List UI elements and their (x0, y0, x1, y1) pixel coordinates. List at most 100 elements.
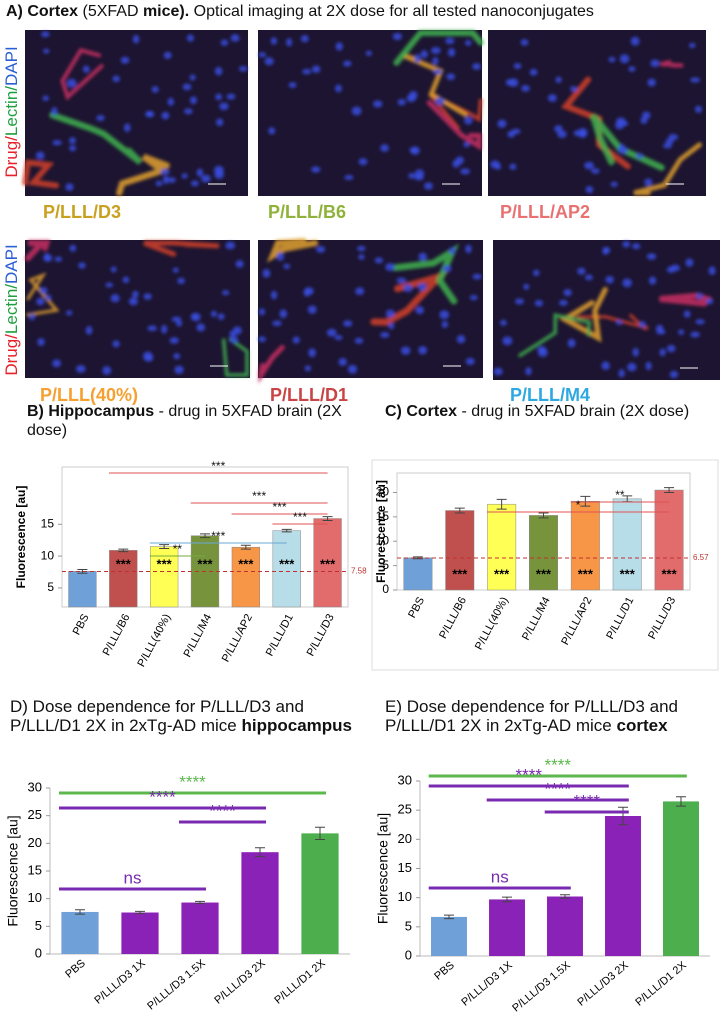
error-bar (240, 544, 251, 550)
nucleus (302, 68, 312, 75)
nucleus (292, 336, 300, 344)
nucleus (268, 127, 276, 135)
nucleus (110, 266, 117, 273)
x-tick-label: P/LLL/D3 (646, 595, 678, 641)
nucleus (258, 52, 267, 58)
nucleus (632, 243, 641, 250)
y-axis-label: Fluorescence [au] (375, 813, 391, 924)
nucleus (85, 325, 93, 335)
nucleus (505, 79, 515, 86)
nucleus (132, 290, 139, 298)
title-part: D) Dose dependence for P/LLL/D3 and P/LL… (10, 697, 304, 735)
x-tick-label: P/LLL/D1 (264, 612, 296, 658)
panel-title: E) Dose dependence for P/LLL/D3 and P/LL… (385, 697, 727, 735)
nucleus (448, 247, 456, 255)
image-label: P/LLL/M4 (510, 385, 590, 405)
nucleus (355, 287, 365, 295)
stain-part: Drug/ (2, 334, 21, 376)
stain-label: Drug/Lectin/DAPI (2, 46, 21, 177)
nucleus (638, 321, 647, 328)
vessel (60, 47, 104, 101)
nucleus (573, 130, 581, 137)
nucleus (608, 56, 616, 63)
x-tick-label: P/LLL/D1 (604, 595, 636, 641)
nucleus (418, 252, 428, 261)
error-bar (322, 516, 333, 521)
error-bar (195, 900, 205, 905)
error-bar (580, 495, 591, 507)
error-bar (159, 544, 170, 549)
bar (663, 801, 699, 956)
nucleus (358, 254, 365, 260)
y-tick-label: 10 (398, 889, 412, 904)
image-label: P/LLL/B6 (268, 202, 346, 222)
error-bar (281, 528, 292, 533)
nucleus (435, 97, 445, 106)
nucleus (196, 323, 206, 332)
nucleus (105, 282, 113, 288)
vessel (26, 272, 60, 317)
y-tick-label: 15 (398, 860, 412, 875)
x-tick-label: P/LLL/AP2 (220, 612, 255, 664)
y-tick-label: 20 (398, 831, 412, 846)
nucleus (173, 353, 181, 360)
x-tick-label: P/LLL/AP2 (559, 595, 594, 647)
reference-label: 7.58 (351, 567, 367, 576)
nucleus (678, 329, 685, 335)
significance-label: **** (545, 755, 572, 774)
nucleus (181, 173, 188, 179)
nucleus (555, 76, 562, 84)
nucleus (163, 51, 172, 60)
nucleus (335, 42, 343, 51)
nucleus (441, 320, 449, 329)
error-bar (502, 896, 512, 903)
nucleus (112, 340, 120, 348)
micrograph (25, 240, 250, 378)
nucleus (694, 105, 703, 113)
nucleus (232, 326, 242, 335)
nucleus (509, 163, 517, 170)
nucleus (695, 319, 705, 325)
nucleus (102, 366, 112, 375)
panel-frame (371, 459, 719, 671)
nucleus (356, 245, 366, 252)
nucleus (167, 97, 174, 106)
nucleus (463, 141, 470, 148)
nucleus (409, 90, 418, 100)
nucleus (668, 134, 679, 141)
nucleus (584, 161, 595, 170)
nucleus (300, 35, 309, 43)
nucleus (201, 174, 211, 183)
vessel (518, 312, 591, 358)
bar-annotation: *** (157, 556, 173, 571)
nucleus (669, 370, 679, 379)
vessel (426, 100, 482, 151)
nucleus (439, 310, 450, 320)
nucleus (569, 86, 578, 92)
nucleus (557, 130, 567, 138)
y-tick-label: 5 (405, 918, 412, 933)
nucleus (174, 365, 184, 374)
nucleus (335, 84, 342, 93)
nucleus (414, 54, 421, 63)
nucleus (577, 128, 588, 137)
nucleus (145, 110, 155, 118)
vessel (221, 337, 249, 377)
nucleus (68, 137, 76, 145)
nucleus (465, 357, 475, 365)
x-tick-label: PBS (63, 957, 88, 980)
nucleus (41, 31, 50, 38)
nucleus (442, 265, 452, 273)
nucleus (558, 299, 568, 306)
nucleus (533, 269, 540, 277)
nucleus (190, 180, 199, 187)
error-bar (412, 556, 423, 560)
nucleus (511, 128, 521, 135)
nucleus (132, 34, 140, 44)
y-tick-label: 15 (41, 516, 55, 530)
y-tick-label: 30 (28, 779, 42, 794)
nucleus (36, 297, 45, 306)
nucleus (445, 37, 455, 45)
title-part: - drug in 5XFAD brain (2X dose) (27, 403, 342, 439)
x-tick-label: PBS (406, 595, 427, 620)
